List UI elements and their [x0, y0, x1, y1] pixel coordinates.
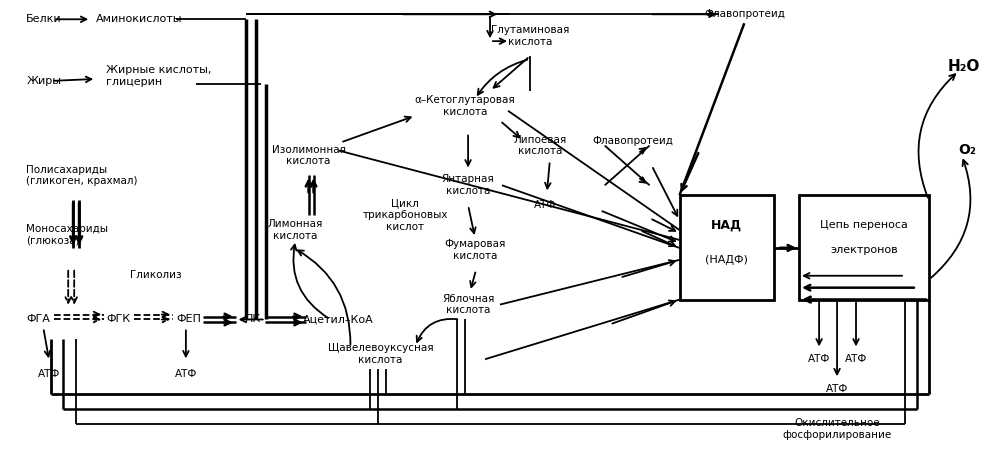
- Text: α–Кетоглутаровая
кислота: α–Кетоглутаровая кислота: [415, 95, 515, 117]
- Text: Флавопротеид: Флавопротеид: [592, 135, 673, 146]
- Bar: [799, 195, 929, 300]
- Text: (НАДФ): (НАДФ): [705, 255, 748, 265]
- Text: Цикл
трикарбоновых
кислот: Цикл трикарбоновых кислот: [363, 198, 448, 232]
- Text: Ацетил–КоА: Ацетил–КоА: [303, 314, 374, 325]
- Text: АТФ: АТФ: [808, 354, 830, 364]
- Text: Белки: Белки: [26, 14, 62, 24]
- Text: Фумаровая
кислота: Фумаровая кислота: [444, 239, 506, 261]
- Text: АТФ: АТФ: [826, 384, 848, 394]
- Text: ФЕП: ФЕП: [176, 314, 201, 325]
- Text: Цепь переноса: Цепь переноса: [820, 220, 908, 230]
- Text: ФГА: ФГА: [26, 314, 50, 325]
- Text: Моносахариды
(глюкоза): Моносахариды (глюкоза): [26, 224, 108, 246]
- Text: НАД: НАД: [711, 219, 742, 232]
- Text: Липоевая
кислота: Липоевая кислота: [513, 134, 567, 156]
- Text: Жирные кислоты,
глицерин: Жирные кислоты, глицерин: [106, 65, 211, 87]
- Text: Жиры: Жиры: [26, 76, 61, 86]
- Text: АТФ: АТФ: [845, 354, 867, 364]
- Text: Окислительное
фосфорилирование: Окислительное фосфорилирование: [782, 418, 892, 439]
- Text: ФГК: ФГК: [106, 314, 130, 325]
- Text: Глутаминовая
кислота: Глутаминовая кислота: [491, 25, 569, 47]
- Text: Лимонная
кислота: Лимонная кислота: [268, 219, 323, 241]
- Text: Флавопротеид: Флавопротеид: [704, 9, 785, 19]
- Text: ПК: ПК: [245, 314, 261, 325]
- Text: Янтарная
кислота: Янтарная кислота: [442, 175, 494, 196]
- Text: Полисахариды
(гликоген, крахмал): Полисахариды (гликоген, крахмал): [26, 164, 138, 186]
- Text: АТФ: АТФ: [38, 369, 60, 379]
- Text: Аминокислоты: Аминокислоты: [96, 14, 183, 24]
- Text: АТФ: АТФ: [534, 200, 556, 210]
- Text: H₂O: H₂O: [948, 58, 980, 73]
- Text: Яблочная
кислота: Яблочная кислота: [442, 294, 494, 315]
- Text: O₂: O₂: [958, 143, 976, 157]
- Text: Гликолиз: Гликолиз: [130, 270, 182, 280]
- Bar: [680, 195, 774, 300]
- Text: электронов: электронов: [830, 245, 898, 255]
- Text: Щавелевоуксусная
кислота: Щавелевоуксусная кислота: [328, 343, 433, 365]
- Text: Изолимонная
кислота: Изолимонная кислота: [272, 145, 346, 166]
- Text: АТФ: АТФ: [175, 369, 197, 379]
